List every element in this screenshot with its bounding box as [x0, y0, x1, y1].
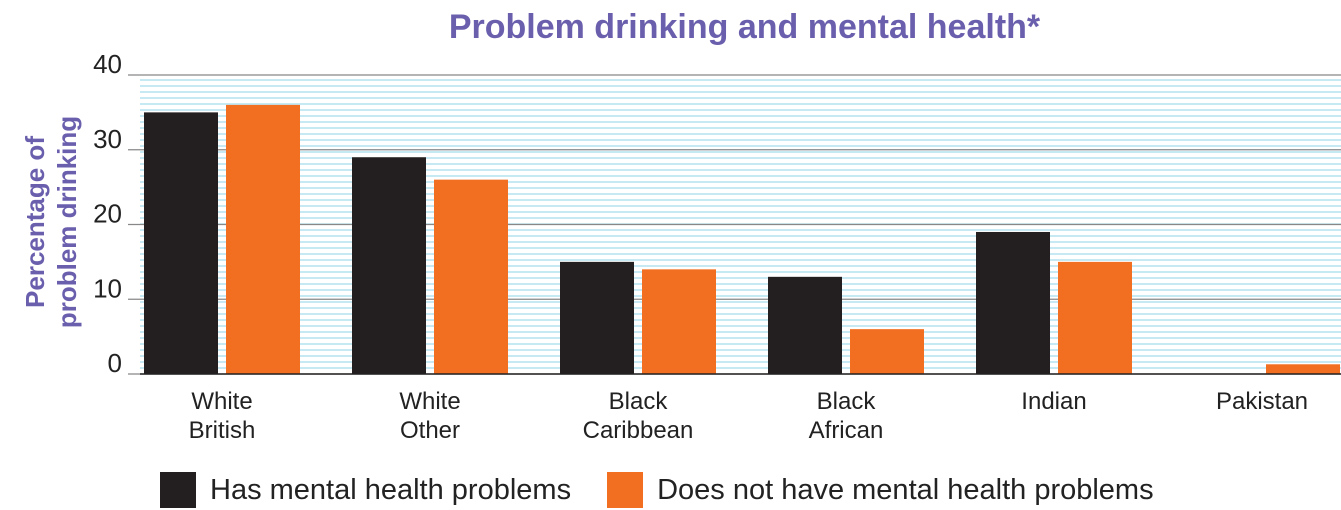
- legend-item-series-1: Has mental health problems: [160, 472, 571, 508]
- legend-item-series-2: Does not have mental health problems: [607, 472, 1154, 508]
- bar-series-2: [850, 329, 924, 374]
- category-label: White British: [189, 388, 256, 444]
- bars: [140, 104, 1341, 375]
- bar-series-1: [352, 157, 426, 374]
- legend: Has mental health problems Does not have…: [160, 470, 1190, 510]
- category-label: Black African: [809, 388, 884, 444]
- bar-series-2: [434, 179, 508, 374]
- bar-series-2: [226, 104, 300, 375]
- y-axis-label: Percentage of problem drinking: [20, 116, 82, 328]
- bar-series-2: [1058, 261, 1132, 374]
- y-tick-label: 0: [108, 348, 122, 378]
- y-tick-labels: 0 10 20 30 40: [93, 49, 122, 378]
- legend-label-series-2: Does not have mental health problems: [657, 473, 1154, 506]
- y-axis-label-line: Percentage of: [20, 136, 50, 308]
- grid-lines: [128, 74, 1341, 375]
- bar-series-2: [642, 269, 716, 374]
- bar-series-1: [560, 261, 634, 374]
- bar-series-1: [976, 231, 1050, 374]
- legend-label-series-1: Has mental health problems: [210, 473, 572, 506]
- category-label: White Other: [399, 388, 460, 444]
- bar-series-1: [144, 112, 218, 374]
- category-label: Indian: [1021, 388, 1086, 415]
- bar-series-2: [1266, 364, 1340, 374]
- y-tick-label: 20: [93, 199, 122, 229]
- legend-swatch-series-2: [607, 472, 644, 508]
- category-label: Pakistan: [1216, 388, 1308, 415]
- category-labels: White British White Other Black Caribbean Blac…: [189, 388, 1308, 444]
- bar-series-1: [768, 276, 842, 374]
- bar-chart: 0 10 20 30 40 White British White Other Black Car…: [20, 49, 1341, 444]
- category-label: Black Caribbean: [583, 388, 694, 444]
- legend-swatch-series-1: [160, 472, 196, 508]
- y-tick-label: 10: [93, 273, 122, 303]
- y-axis-label-line: problem drinking: [52, 116, 82, 328]
- chart-title: Problem drinking and mental health*: [448, 8, 1041, 46]
- y-tick-label: 30: [93, 124, 122, 154]
- y-tick-label: 40: [93, 49, 122, 79]
